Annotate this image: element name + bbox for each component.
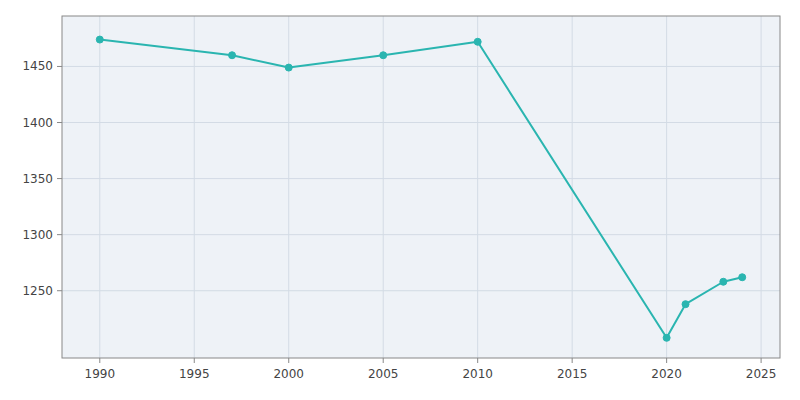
y-tick-label: 1450 (22, 59, 53, 73)
line (100, 40, 742, 338)
x-tick (288, 358, 289, 363)
x-tick (477, 358, 478, 363)
point (739, 274, 746, 281)
chart-container: 1990 1995 2000 2005 2010 2015 2020 2025 1250 1300… (0, 0, 800, 400)
x-tick (383, 358, 384, 363)
y-tick (57, 178, 62, 179)
point (229, 52, 236, 59)
y-tick (57, 66, 62, 67)
y-tick-label: 1250 (22, 284, 53, 298)
point (285, 64, 292, 71)
x-tick (572, 358, 573, 363)
x-grid-line (666, 16, 667, 358)
y-grid-line (62, 178, 780, 179)
point (380, 52, 387, 59)
x-tick-label: 1990 (85, 367, 116, 381)
y-grid-line (62, 290, 780, 291)
y-tick (57, 234, 62, 235)
y-grid-line (62, 66, 780, 67)
point (474, 38, 481, 45)
point (96, 36, 103, 43)
y-tick (57, 290, 62, 291)
x-tick (761, 358, 762, 363)
y-grid-line (62, 234, 780, 235)
series (96, 36, 745, 341)
x-tick (194, 358, 195, 363)
x-tick-label: 2025 (746, 367, 777, 381)
y-tick-label: 1350 (22, 172, 53, 186)
y-tick-label: 1300 (22, 228, 53, 242)
x-tick (99, 358, 100, 363)
point (663, 334, 670, 341)
x-tick-label: 2000 (273, 367, 304, 381)
plot-frame (62, 16, 780, 358)
y-tick-label: 1400 (22, 116, 53, 130)
x-tick-label: 2005 (368, 367, 399, 381)
x-tick-label: 1995 (179, 367, 210, 381)
grid (62, 16, 780, 358)
point (720, 278, 727, 285)
x-grid-line (477, 16, 478, 358)
point (682, 301, 689, 308)
x-grid-line (99, 16, 100, 358)
y-grid-line (62, 122, 780, 123)
x-grid-line (194, 16, 195, 358)
x-grid-line (572, 16, 573, 358)
x-grid-line (761, 16, 762, 358)
x-tick-label: 2015 (557, 367, 588, 381)
x-grid-line (383, 16, 384, 358)
chart-svg: 1990 1995 2000 2005 2010 2015 2020 2025 1250 1300… (0, 0, 800, 400)
x-tick-label: 2010 (462, 367, 493, 381)
plot-background (62, 16, 780, 358)
y-tick (57, 122, 62, 123)
x-tick (666, 358, 667, 363)
x-tick-label: 2020 (651, 367, 682, 381)
